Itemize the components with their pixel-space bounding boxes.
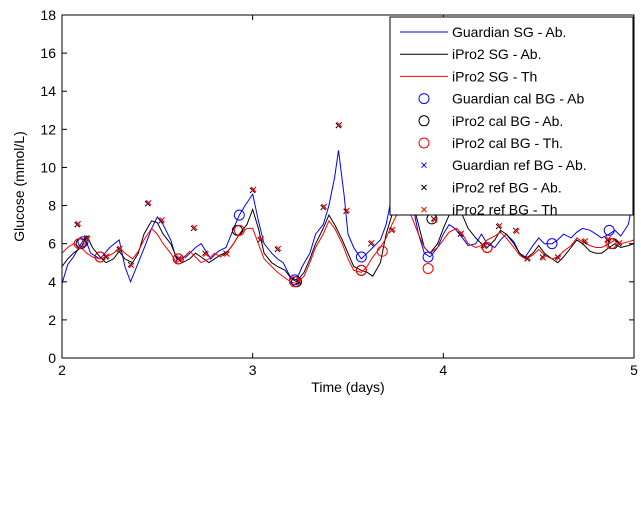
data-point-x [582, 237, 589, 244]
legend-entry: iPro2 cal BG - Ab. [418, 113, 563, 129]
data-point-circle [73, 238, 85, 250]
legend-entry: iPro2 ref BG - Ab. [421, 179, 562, 195]
data-point-x [605, 236, 612, 242]
data-point-x [321, 203, 328, 210]
legend-circle-swatch [418, 137, 430, 149]
data-point-x [176, 255, 183, 261]
legend-x-swatch [421, 162, 427, 169]
legend-x-swatch [421, 206, 427, 213]
data-point-x [336, 121, 343, 128]
legend-label: Guardian cal BG - Ab [452, 91, 585, 107]
legend-label: iPro2 SG - Ab. [452, 46, 541, 62]
series-line-ipro2-sg-th [61, 200, 635, 285]
legend: Guardian SG - Ab. iPro2 SG - Ab. iPro2 SG … [389, 16, 634, 218]
series-ipro2-ref-bg-th [75, 121, 623, 284]
data-point-x [481, 243, 488, 250]
data-point-x [250, 186, 257, 193]
legend-circle-swatch [418, 115, 430, 127]
legend-box [389, 16, 634, 216]
series-line-guardian-sg-ab [61, 150, 635, 284]
data-point-x [525, 255, 532, 261]
legend-label: iPro2 cal BG - Th. [452, 135, 563, 151]
legend-entry: Guardian SG - Ab. [400, 24, 566, 40]
legend-label: iPro2 SG - Th [452, 68, 537, 84]
y-tick-label: 8 [48, 198, 56, 214]
data-point-x [540, 255, 547, 261]
data-point-circle [355, 251, 367, 263]
plot-frame [61, 14, 635, 359]
y-tick-label: 14 [40, 83, 56, 99]
series-ipro2-cal-bg-th [73, 201, 617, 288]
data-point-x [203, 251, 209, 258]
x-axis-label: Time (days) [311, 379, 384, 395]
data-point-circle [376, 245, 388, 257]
data-point-x [145, 199, 152, 206]
data-point-x [368, 239, 375, 246]
series-guardian-sg-ab [61, 150, 635, 284]
y-tick-label: 10 [40, 159, 56, 175]
legend-entry: iPro2 SG - Th [400, 68, 537, 84]
data-point-x [84, 236, 91, 242]
data-point-x [458, 230, 465, 237]
data-point-x [117, 245, 124, 252]
y-tick-label: 2 [48, 312, 56, 328]
legend-label: Guardian SG - Ab. [452, 24, 566, 40]
data-point-x [159, 216, 165, 223]
data-point-circle [603, 224, 615, 236]
series-ipro2-sg-th [61, 200, 635, 285]
legend-label: Guardian ref BG - Ab. [452, 157, 587, 173]
data-point-x [431, 216, 438, 223]
legend-x-swatch [421, 184, 427, 191]
x-tick-label: 5 [630, 362, 638, 378]
data-point-x [75, 220, 82, 227]
data-point-circle [233, 224, 245, 236]
x-tick-label: 3 [249, 362, 257, 378]
x-tick-label: 4 [439, 362, 447, 378]
data-point-x [191, 224, 198, 231]
legend-entry: Guardian cal BG - Ab [418, 91, 585, 107]
data-point-circle [233, 209, 245, 221]
legend-entry: iPro2 SG - Ab. [400, 46, 541, 62]
data-point-x [103, 253, 110, 259]
data-point-circle [355, 264, 367, 276]
series-line-ipro2-sg-ab [61, 171, 635, 283]
data-point-x [513, 228, 520, 235]
data-point-circle [289, 276, 301, 288]
data-point-circle [481, 241, 493, 253]
y-axis-label: Glucose (mmol/L) [11, 131, 27, 241]
legend-entry: Guardian ref BG - Ab. [421, 157, 587, 173]
data-point-x [496, 222, 503, 229]
data-point-circle [422, 262, 434, 274]
series-ipro2-sg-ab [61, 171, 635, 283]
data-point-x [296, 277, 303, 284]
legend-label: iPro2 ref BG - Th [452, 202, 558, 218]
data-point-x [258, 236, 265, 242]
y-tick-label: 6 [48, 236, 56, 252]
data-point-x [555, 255, 562, 261]
legend-circle-swatch [418, 93, 430, 105]
legend-entry: iPro2 ref BG - Th [421, 202, 558, 218]
data-point-x [224, 251, 230, 258]
data-point-circle [605, 238, 617, 250]
legend-label: iPro2 cal BG - Ab. [452, 113, 563, 129]
y-tick-label: 18 [40, 7, 56, 23]
data-point-circle [94, 251, 106, 263]
y-tick-label: 16 [40, 45, 56, 61]
data-point-x [275, 245, 282, 252]
y-tick-label: 12 [40, 121, 56, 137]
data-point-x [344, 207, 350, 214]
legend-label: iPro2 ref BG - Ab. [452, 179, 562, 195]
y-tick-label: 0 [48, 350, 56, 366]
data-point-circle [172, 253, 184, 265]
data-point-x [389, 226, 396, 233]
legend-entry: iPro2 cal BG - Th. [418, 135, 563, 151]
y-tick-label: 4 [48, 274, 56, 290]
data-point-circle [546, 238, 558, 250]
data-point-x [616, 239, 623, 246]
data-point-circle [422, 251, 434, 263]
data-point-x [128, 262, 135, 269]
x-tick-label: 2 [58, 362, 66, 378]
